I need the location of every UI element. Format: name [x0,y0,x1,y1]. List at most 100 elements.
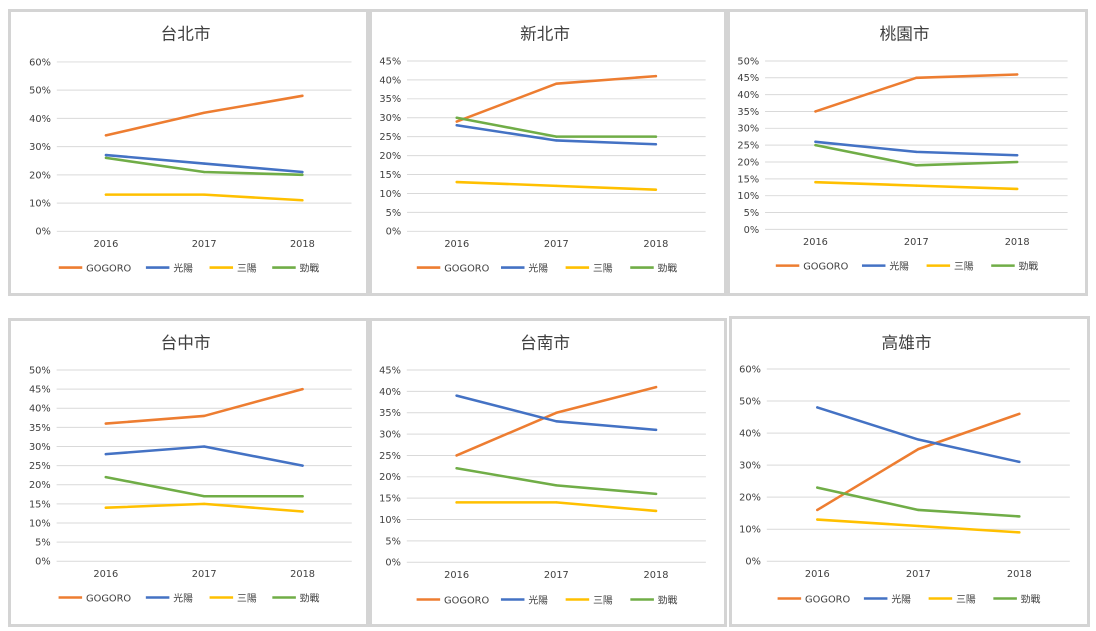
data-point-gogoro [455,120,458,123]
x-tick-label: 2016 [444,239,469,250]
y-tick-label: 20% [739,493,761,504]
data-point-jet [301,173,304,177]
y-tick-label: 5% [35,538,51,549]
data-point-gogoro [555,82,558,85]
y-tick-label: 10% [29,518,51,529]
data-point-jet [654,135,658,138]
data-point-gogoro [104,422,107,425]
data-point-kymco [654,428,658,431]
data-point-jet [203,495,206,498]
y-tick-label: 20% [29,480,51,491]
x-tick-label: 2018 [290,569,315,580]
data-point-sym [915,184,918,187]
x-tick-label: 2018 [643,239,668,250]
y-tick-label: 10% [379,189,401,200]
legend-label-kymco: 光陽 [528,261,548,274]
legend-label-kymco: 光陽 [891,592,911,605]
data-point-gogoro [814,110,817,113]
data-point-kymco [814,140,817,143]
series-line-jet [455,467,658,496]
data-point-jet [915,164,918,167]
data-point-gogoro [104,134,108,137]
legend-label-jet: 勁戰 [658,261,678,274]
data-point-kymco [555,420,558,423]
legend-label-sym: 三陽 [237,262,257,274]
data-point-sym [104,193,108,196]
legend-label-sym: 三陽 [954,261,974,273]
data-point-sym [555,501,558,504]
x-tick-label: 2016 [93,239,118,250]
x-tick-label: 2018 [1005,237,1030,248]
y-tick-label: 10% [379,515,401,526]
data-point-kymco [654,143,658,146]
y-tick-label: 40% [379,387,401,398]
legend-label-gogoro: GOGORO [803,262,848,273]
legend-label-gogoro: GOGORO [444,263,489,274]
y-tick-label: 40% [379,75,401,86]
legend-label-kymco: 光陽 [173,591,193,604]
x-tick-label: 2018 [644,570,669,581]
legend-label-gogoro: GOGORO [805,594,850,605]
chart-title: 台中市 [161,333,211,352]
data-point-gogoro [1015,73,1019,76]
chart-svg: 高雄市 0% 10% 20% 30% 40% 50% 60% 2016 2017 2018 GOGOR… [739,333,1070,605]
y-tick-label: 25% [379,132,401,143]
y-tick-label: 10% [29,199,51,210]
y-tick-label: 35% [737,107,759,118]
chart-svg: 桃園市 0% 5% 10% 15% 20% 25% 30% 35% 40% 45% 50% 2016 20… [737,24,1068,273]
data-point-jet [654,492,658,496]
data-point-sym [654,188,658,191]
data-point-sym [455,501,458,504]
chart-panel-taipei: 台北市 0% 10% 20% 30% 40% 50% 60% 2016 2017 2018 GOGOR… [8,9,369,296]
series-line-kymco [104,445,304,467]
series-line-kymco [816,406,1021,464]
data-point-sym [301,199,304,202]
y-tick-label: 15% [379,170,401,181]
legend-label-sym: 三陽 [593,594,613,606]
data-point-gogoro [917,447,920,451]
chart-title: 高雄市 [882,333,932,352]
y-tick-label: 20% [737,157,759,168]
legend-label-kymco: 光陽 [528,593,548,606]
y-tick-label: 20% [29,170,51,181]
data-point-kymco [455,124,458,127]
data-point-sym [203,502,206,506]
y-tick-label: 40% [737,90,759,101]
data-point-kymco [1018,460,1021,464]
y-tick-label: 35% [29,423,51,434]
y-tick-label: 30% [29,442,51,453]
x-tick-label: 2016 [93,569,118,580]
chart-panel-taoyuan: 桃園市 0% 5% 10% 15% 20% 25% 30% 35% 40% 45% 50% 2016 20… [727,9,1088,296]
series-line-gogoro [104,387,304,425]
data-point-kymco [915,150,918,154]
chart-panel-new-taipei: 新北市 0% 5% 10% 15% 20% 25% 30% 35% 40% 45% 2016 2017 2… [369,9,727,296]
y-tick-label: 50% [737,56,759,67]
legend-label-kymco: 光陽 [889,260,909,273]
data-point-kymco [1015,154,1019,157]
chart-svg: 台北市 0% 10% 20% 30% 40% 50% 60% 2016 2017 2018 GOGOR… [29,24,352,274]
y-tick-label: 60% [29,57,51,68]
data-point-kymco [104,452,107,456]
series-line-jet [104,475,304,498]
x-tick-label: 2018 [290,239,315,250]
y-tick-label: 5% [744,208,760,219]
data-point-gogoro [654,385,658,389]
chart-title: 台南市 [520,333,570,352]
data-point-sym [1018,531,1021,534]
data-point-jet [555,135,558,138]
data-point-sym [917,524,920,528]
x-tick-label: 2016 [803,237,828,248]
x-tick-label: 2017 [544,570,569,581]
chart-panel-kaohsiung: 高雄市 0% 10% 20% 30% 40% 50% 60% 2016 2017 2018 GOGOR… [729,316,1090,627]
data-point-kymco [455,394,458,397]
y-tick-label: 0% [386,227,402,238]
data-point-jet [455,116,458,119]
data-point-sym [455,180,458,184]
y-tick-label: 30% [737,124,759,135]
data-point-gogoro [203,414,206,418]
x-tick-label: 2016 [444,570,469,581]
y-tick-label: 15% [379,494,401,505]
x-tick-label: 2017 [904,237,929,248]
y-tick-label: 0% [35,227,51,238]
y-tick-label: 10% [737,191,759,202]
